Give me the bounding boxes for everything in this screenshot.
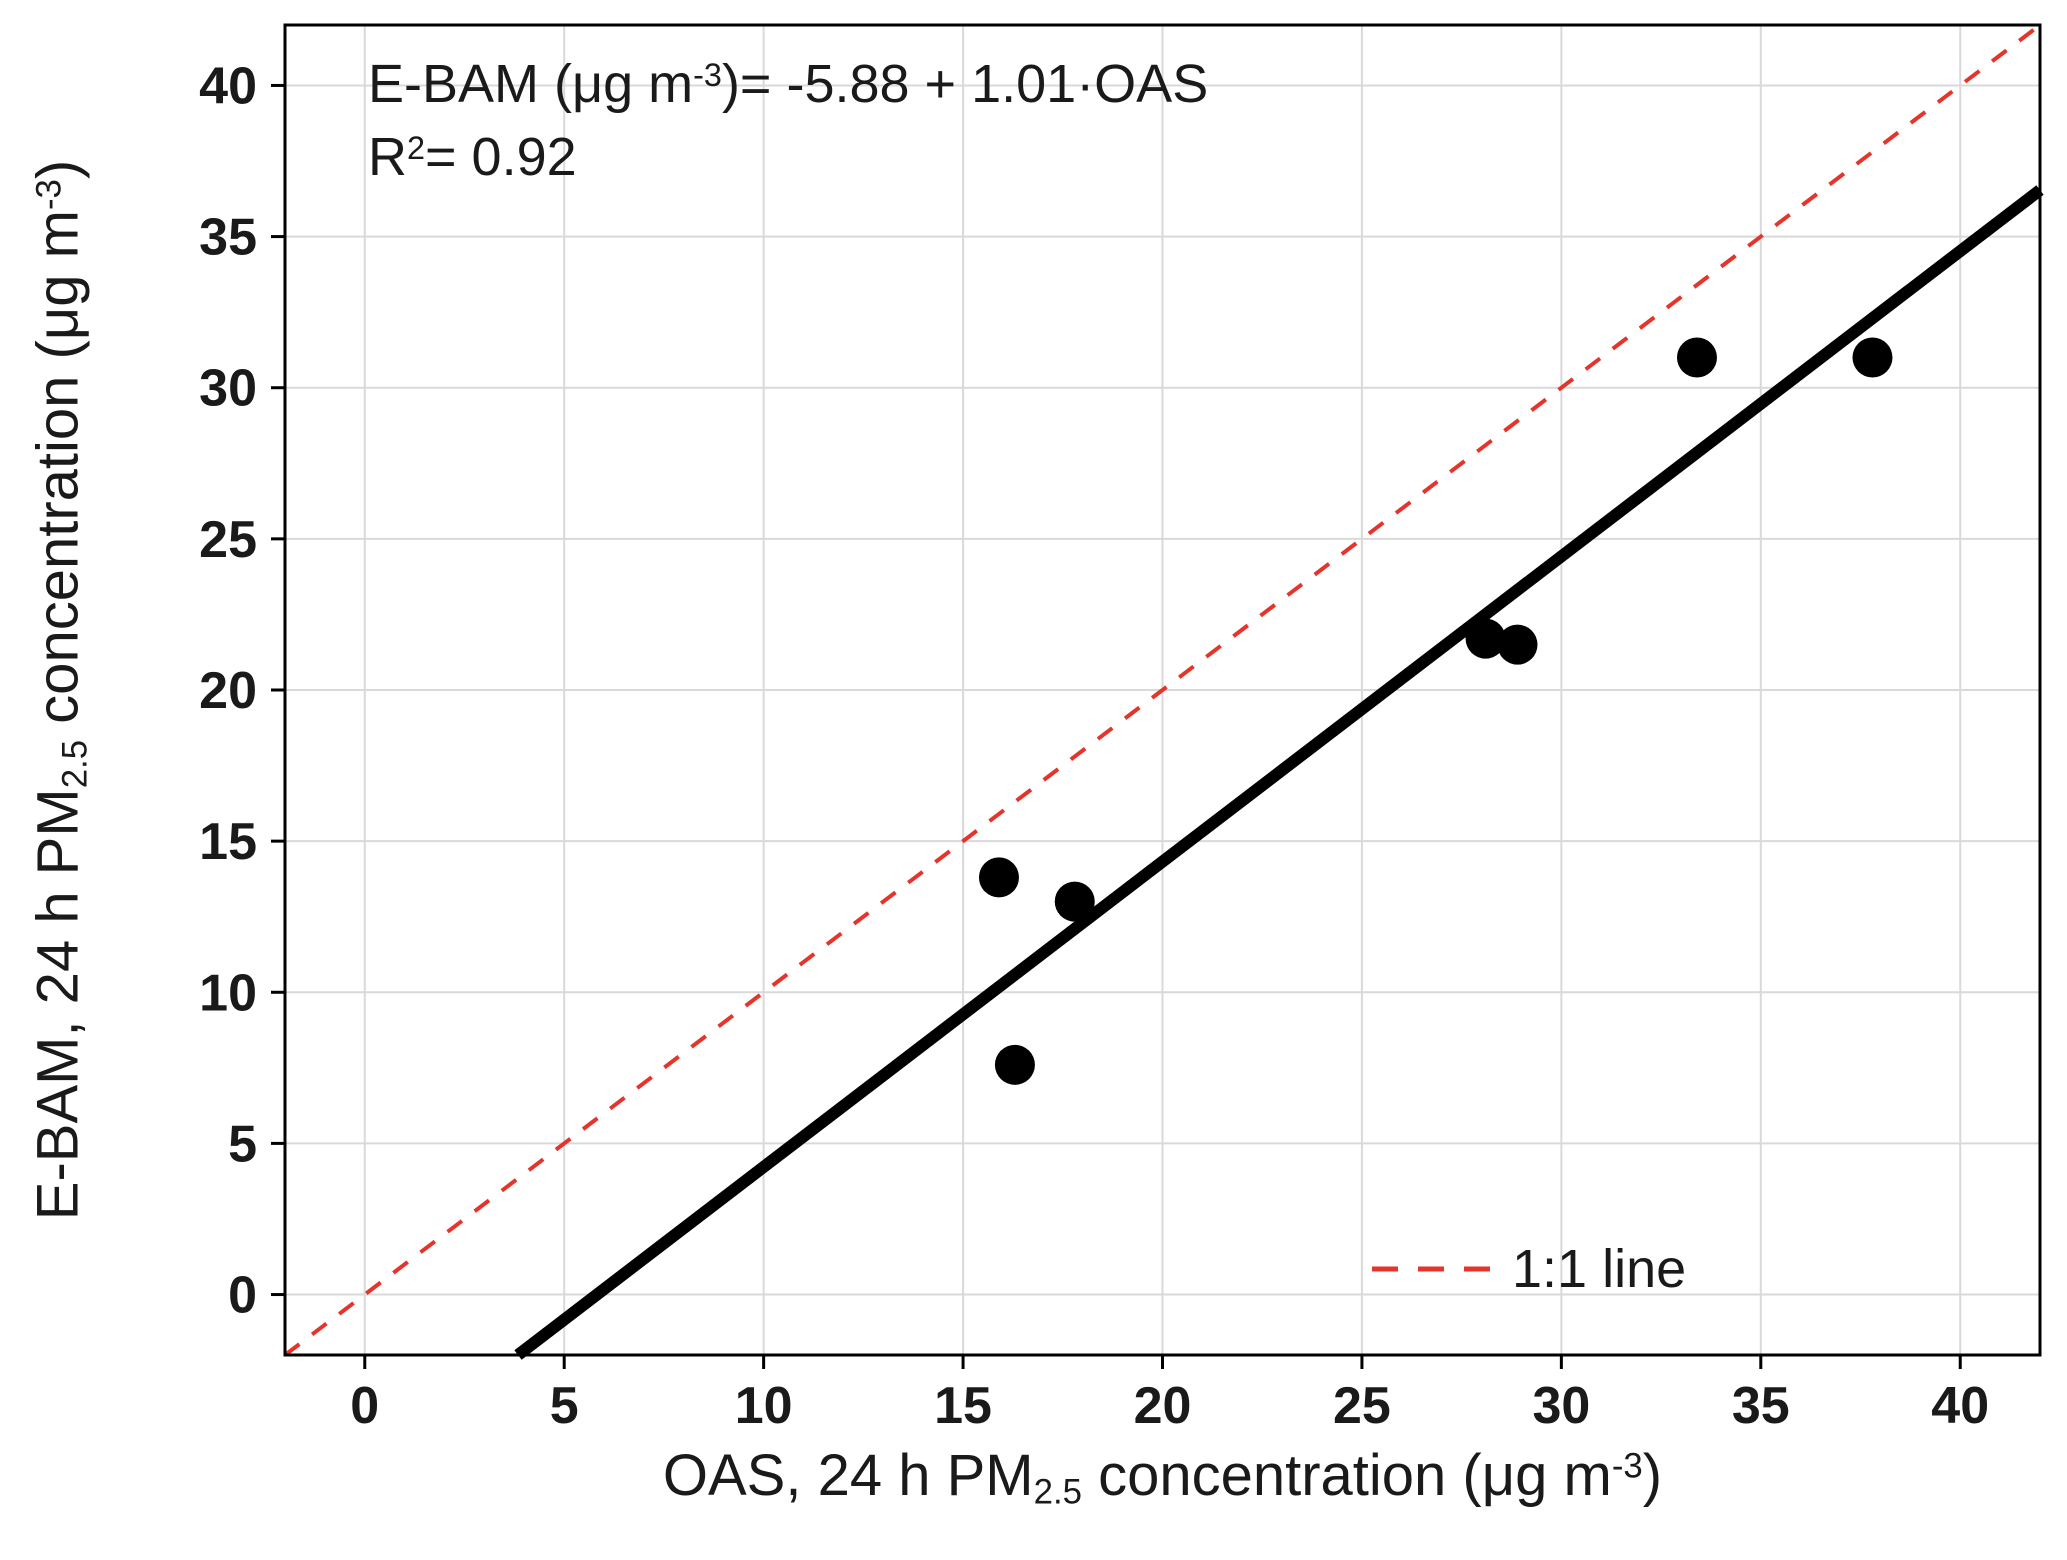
dashed-line-sample-icon <box>1372 1266 1492 1272</box>
svg-text:5: 5 <box>550 1377 579 1435</box>
r-squared-text: R2= 0.92 <box>368 126 577 187</box>
svg-text:10: 10 <box>199 964 257 1022</box>
svg-text:0: 0 <box>350 1377 379 1435</box>
svg-text:10: 10 <box>735 1377 793 1435</box>
svg-text:30: 30 <box>199 360 257 418</box>
equation-text: E-BAM (μg m-3)= -5.88 + 1.01·OAS <box>368 54 1209 114</box>
svg-text:15: 15 <box>199 813 257 871</box>
svg-text:35: 35 <box>1732 1377 1790 1435</box>
svg-text:5: 5 <box>228 1115 257 1173</box>
legend: 1:1 line <box>1372 1238 1686 1300</box>
svg-text:15: 15 <box>934 1377 992 1435</box>
svg-text:30: 30 <box>1532 1377 1590 1435</box>
svg-text:20: 20 <box>1134 1377 1192 1435</box>
svg-text:35: 35 <box>199 209 257 267</box>
svg-text:20: 20 <box>199 662 257 720</box>
y-axis-title: E-BAM, 24 h PM2.5 concentration (μg m-3) <box>25 159 95 1221</box>
svg-text:25: 25 <box>1333 1377 1391 1435</box>
svg-text:0: 0 <box>228 1267 257 1325</box>
legend-label: 1:1 line <box>1512 1239 1687 1299</box>
svg-text:25: 25 <box>199 511 257 569</box>
svg-text:40: 40 <box>1931 1377 1989 1435</box>
x-axis-title: OAS, 24 h PM2.5 concentration (μg m-3) <box>662 1443 1663 1512</box>
regression-annotation: E-BAM (μg m-3)= -5.88 + 1.01·OAS R2= 0.9… <box>368 48 1208 194</box>
svg-text:40: 40 <box>199 57 257 115</box>
